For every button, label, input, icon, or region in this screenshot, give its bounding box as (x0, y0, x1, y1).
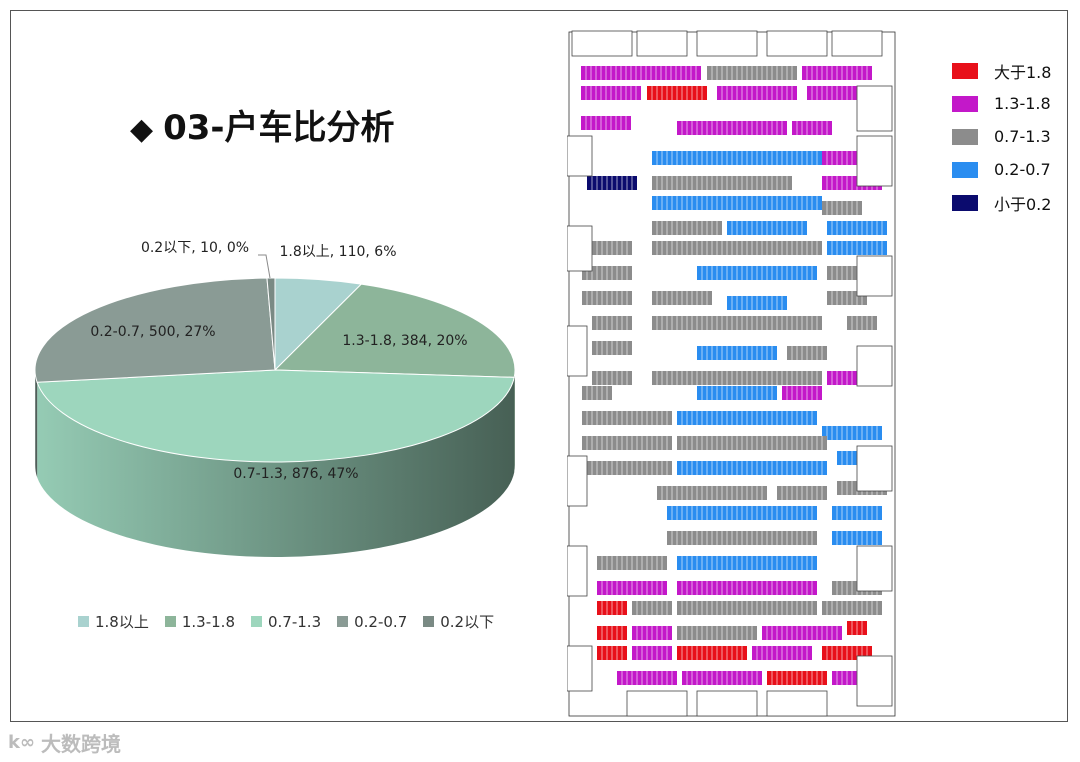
building-footprint (566, 645, 593, 692)
pie-data-label: 1.3-1.8, 384, 20% (342, 333, 467, 349)
building-footprint (856, 135, 893, 187)
diamond-icon: ◆ (130, 112, 154, 147)
map-legend-item: 0.2-0.7 (952, 153, 1051, 186)
map-legend-swatch (952, 161, 978, 178)
parking-floor-plan (566, 26, 897, 719)
building-footprint (571, 30, 633, 57)
building-footprint (856, 445, 893, 492)
legend-swatch (423, 616, 435, 627)
map-legend-label: 0.2-0.7 (994, 160, 1051, 179)
map-legend-item: 1.3-1.8 (952, 87, 1051, 120)
pie-data-label: 1.8以上, 110, 6% (280, 244, 397, 260)
building-footprint (636, 30, 688, 57)
watermark: k∞ 大数跨境 (8, 728, 121, 757)
pie-slice (273, 283, 516, 378)
pie-data-label: 0.2-0.7, 500, 27% (90, 324, 215, 340)
building-footprint (626, 690, 688, 717)
building-footprint (566, 455, 588, 507)
map-legend: 大于1.8 1.3-1.8 0.7-1.3 0.2-0.7 小于0.2 (952, 54, 1051, 219)
building-footprint (566, 135, 593, 177)
building-footprint (856, 255, 893, 297)
map-legend-swatch (952, 95, 978, 112)
watermark-logo-icon: k∞ (8, 732, 35, 753)
legend-swatch (250, 616, 262, 627)
pie-leader-line (258, 254, 271, 279)
pie-slice-side (35, 370, 38, 478)
map-legend-item: 0.7-1.3 (952, 120, 1051, 153)
pie-legend-item: 0.2-0.7 (337, 611, 407, 632)
building-footprint (831, 30, 883, 57)
building-footprint (766, 30, 828, 57)
legend-label: 0.7-1.3 (267, 612, 322, 631)
legend-label: 1.3-1.8 (181, 612, 235, 631)
watermark-text: 大数跨境 (40, 732, 121, 756)
building-footprint (566, 545, 588, 597)
building-footprint (856, 345, 893, 387)
pie-slice (34, 277, 276, 383)
pie-data-label: 0.7-1.3, 876, 47% (233, 466, 358, 482)
pie-data-label: 0.2以下, 10, 0% (141, 240, 249, 256)
floor-plan-svg (566, 30, 896, 717)
building-footprint (856, 655, 893, 707)
slide-title: ◆ 03-户车比分析 (130, 100, 395, 149)
pie-legend-item: 1.8以上 (78, 611, 149, 632)
building-footprint (856, 545, 893, 592)
map-legend-item: 大于1.8 (952, 54, 1051, 87)
map-legend-swatch (952, 128, 978, 145)
pie-slice-side (514, 370, 515, 473)
map-legend-label: 1.3-1.8 (994, 94, 1051, 113)
pie-slice (266, 277, 276, 371)
legend-swatch (78, 616, 89, 627)
pie-legend-item: 1.3-1.8 (164, 611, 235, 632)
pie-slice (36, 369, 515, 463)
map-legend-swatch (952, 62, 978, 79)
legend-label: 0.2以下 (440, 613, 495, 631)
map-legend-item: 小于0.2 (952, 186, 1051, 219)
map-legend-label: 小于0.2 (994, 194, 1052, 214)
legend-label: 1.8以上 (95, 613, 149, 631)
building-footprint (566, 325, 588, 377)
map-legend-swatch (952, 194, 978, 211)
building-footprint (696, 30, 758, 57)
legend-label: 0.2-0.7 (354, 612, 408, 631)
pie-slice-side (37, 377, 515, 557)
building-footprint (566, 225, 593, 272)
building-footprint (856, 85, 893, 132)
title-text: 03-户车比分析 (163, 108, 395, 148)
building-footprint (766, 690, 828, 717)
building-footprint (696, 690, 758, 717)
map-legend-label: 0.7-1.3 (994, 127, 1051, 146)
pie-legend-item: 0.7-1.3 (250, 611, 322, 632)
legend-swatch (337, 616, 349, 627)
legend-swatch (164, 616, 176, 627)
pie-legend-item: 0.2以下 (423, 611, 494, 632)
pie-legend: 1.8以上 1.3-1.8 0.7-1.3 0.2-0.7 0.2以下 (78, 611, 494, 632)
map-legend-label: 大于1.8 (994, 62, 1052, 82)
